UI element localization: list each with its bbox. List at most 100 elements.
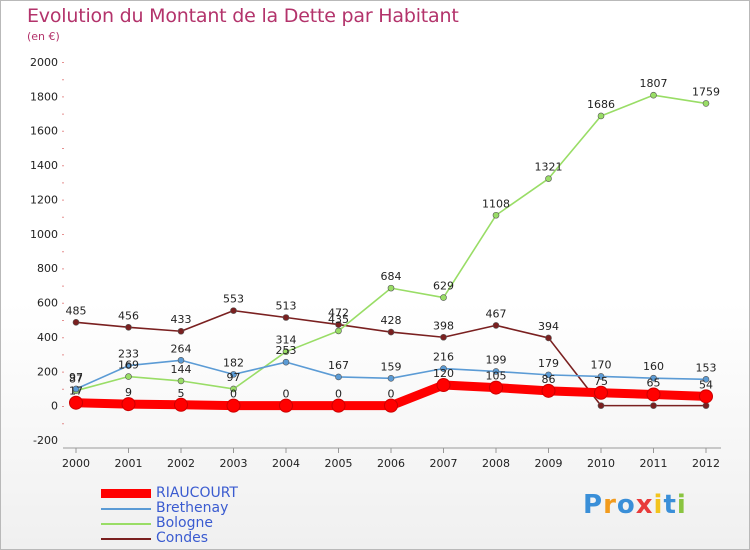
y-tick-label: 400 bbox=[37, 331, 58, 344]
logo-letter: P bbox=[583, 490, 604, 520]
data-label-riaucourt: 9 bbox=[125, 386, 132, 399]
data-label-bologne: 435 bbox=[328, 313, 349, 326]
data-label-bologne: 97 bbox=[227, 371, 241, 384]
data-point-brethenay bbox=[440, 365, 447, 372]
legend-label: Condes bbox=[156, 530, 209, 546]
data-point-brethenay bbox=[492, 368, 500, 375]
data-point-brethenay bbox=[545, 371, 552, 379]
legend-label: Brethenay bbox=[156, 500, 229, 516]
data-label-brethenay: 160 bbox=[643, 360, 664, 373]
data-point-bologne bbox=[440, 294, 447, 301]
data-label-brethenay: 153 bbox=[696, 361, 717, 374]
x-tick-label: 2011 bbox=[640, 457, 668, 470]
y-tick-label: 800 bbox=[37, 262, 58, 275]
y-tick-label: -200 bbox=[33, 434, 58, 447]
y-tick-label: 0 bbox=[51, 400, 58, 413]
x-tick-label: 2000 bbox=[62, 457, 90, 470]
data-label-condes: 428 bbox=[381, 314, 402, 327]
data-point-brethenay bbox=[177, 356, 185, 364]
data-point-riaucourt bbox=[646, 387, 661, 402]
data-point-bologne bbox=[597, 112, 605, 120]
data-label-riaucourt: 5 bbox=[178, 387, 185, 400]
data-point-brethenay bbox=[125, 362, 132, 369]
data-point-riaucourt bbox=[69, 395, 83, 410]
logo-letter: i bbox=[653, 490, 664, 520]
y-tick-label: 600 bbox=[37, 297, 58, 310]
data-point-condes bbox=[125, 323, 132, 331]
data-point-brethenay bbox=[650, 374, 657, 382]
data-label-bologne: 684 bbox=[381, 270, 402, 283]
data-point-bologne bbox=[545, 175, 552, 182]
data-label-bologne: 314 bbox=[276, 334, 297, 347]
data-label-bologne: 629 bbox=[433, 280, 454, 293]
data-point-bologne bbox=[335, 327, 342, 335]
data-label-condes: 485 bbox=[66, 304, 87, 317]
data-label-brethenay: 167 bbox=[328, 359, 349, 372]
data-point-condes bbox=[72, 319, 80, 326]
data-label-brethenay: 159 bbox=[381, 360, 402, 373]
data-label-condes: 472 bbox=[328, 307, 349, 320]
data-label-brethenay: 253 bbox=[276, 344, 297, 357]
data-point-riaucourt bbox=[384, 398, 398, 413]
data-label-riaucourt: 120 bbox=[433, 367, 454, 380]
data-label-bologne: 1321 bbox=[535, 161, 563, 174]
x-tick-label: 2005 bbox=[325, 457, 353, 470]
data-point-condes bbox=[702, 402, 710, 409]
logo-letter: i bbox=[676, 490, 687, 520]
logo-letter: t bbox=[663, 490, 677, 520]
data-point-brethenay bbox=[597, 373, 605, 380]
data-label-riaucourt: 65 bbox=[647, 376, 661, 389]
legend-swatch bbox=[101, 538, 151, 540]
data-label-riaucourt: 0 bbox=[388, 388, 395, 401]
data-point-condes bbox=[597, 402, 605, 409]
data-label-brethenay: 182 bbox=[223, 356, 244, 369]
x-tick-label: 2004 bbox=[272, 457, 300, 470]
data-point-condes bbox=[440, 333, 447, 341]
data-point-riaucourt bbox=[436, 378, 451, 393]
data-point-riaucourt bbox=[331, 398, 346, 413]
data-label-brethenay: 233 bbox=[118, 348, 139, 361]
data-label-condes: 467 bbox=[486, 307, 507, 320]
data-label-bologne: 1807 bbox=[640, 77, 668, 90]
legend-label: RIAUCOURT bbox=[156, 485, 238, 501]
y-tick-label: 2000 bbox=[30, 56, 58, 69]
data-point-riaucourt bbox=[226, 398, 241, 413]
data-label-riaucourt: 105 bbox=[486, 370, 507, 383]
chart-subtitle: (en €) bbox=[27, 30, 60, 43]
data-label-condes: 456 bbox=[118, 309, 139, 322]
data-label-brethenay: 170 bbox=[591, 358, 612, 371]
chart-title: Evolution du Montant de la Dette par Hab… bbox=[27, 5, 459, 27]
data-point-condes bbox=[650, 402, 657, 409]
x-tick-label: 2001 bbox=[115, 457, 143, 470]
data-label-riaucourt: 17 bbox=[69, 385, 83, 398]
x-tick-label: 2003 bbox=[220, 457, 248, 470]
data-point-condes bbox=[335, 321, 342, 328]
data-point-riaucourt bbox=[279, 398, 293, 413]
data-point-condes bbox=[492, 322, 500, 329]
data-point-bologne bbox=[125, 373, 132, 380]
data-point-bologne bbox=[282, 348, 290, 355]
data-label-bologne: 144 bbox=[171, 363, 192, 376]
x-tick-label: 2009 bbox=[535, 457, 563, 470]
data-point-brethenay bbox=[230, 371, 237, 378]
y-tick-label: 1200 bbox=[30, 193, 58, 206]
data-point-brethenay bbox=[282, 358, 290, 366]
x-tick-label: 2002 bbox=[167, 457, 195, 470]
data-point-bologne bbox=[387, 284, 395, 292]
data-point-brethenay bbox=[335, 373, 342, 381]
data-label-brethenay: 97 bbox=[69, 371, 83, 384]
data-point-riaucourt bbox=[174, 397, 188, 412]
data-label-condes: 433 bbox=[171, 313, 192, 326]
data-point-riaucourt bbox=[594, 385, 608, 400]
data-label-bologne: 1759 bbox=[692, 85, 720, 98]
logo-letter: o bbox=[616, 490, 636, 520]
legend-swatch bbox=[101, 523, 151, 525]
data-label-riaucourt: 0 bbox=[283, 388, 290, 401]
data-point-bologne bbox=[702, 100, 710, 107]
logo-letter: r bbox=[603, 490, 617, 520]
x-tick-label: 2010 bbox=[587, 457, 615, 470]
data-label-bologne: 1108 bbox=[482, 197, 510, 210]
data-label-condes: 553 bbox=[223, 293, 244, 306]
data-point-riaucourt bbox=[699, 389, 713, 404]
